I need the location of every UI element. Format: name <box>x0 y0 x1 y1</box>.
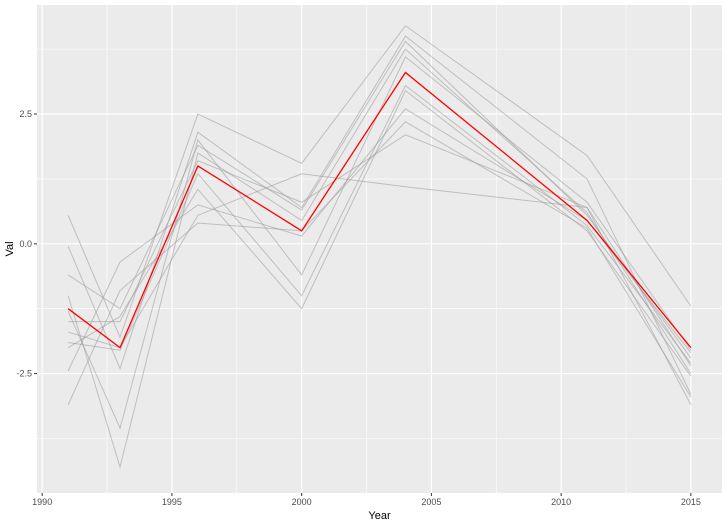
x-axis: 1990 1995 2000 2005 2010 2015 <box>32 493 701 507</box>
y-tick-label: 2.5 <box>19 109 32 119</box>
x-tick-label: 2005 <box>421 497 441 507</box>
grid-minor <box>37 5 722 493</box>
x-tick-label: 2015 <box>681 497 701 507</box>
y-axis-title: Val <box>4 241 16 256</box>
x-tick-label: 2000 <box>292 497 312 507</box>
series-line <box>67 48 692 469</box>
series-line <box>67 35 692 395</box>
x-tick-label: 2010 <box>551 497 571 507</box>
series-line <box>67 89 692 377</box>
x-tick-label: 1995 <box>162 497 182 507</box>
x-axis-title: Year <box>368 510 391 522</box>
y-axis: -2.5 0.0 2.5 <box>16 109 37 379</box>
x-tick-label: 1990 <box>32 497 52 507</box>
y-tick-label: -2.5 <box>16 369 32 379</box>
highlight-line <box>67 71 692 349</box>
highlight-series-line <box>67 71 692 349</box>
series-line <box>68 84 692 364</box>
series-line <box>67 40 692 359</box>
series-line <box>67 25 692 339</box>
series-line <box>67 56 692 430</box>
y-tick-label: 0.0 <box>19 239 32 249</box>
grid-major <box>37 5 722 493</box>
